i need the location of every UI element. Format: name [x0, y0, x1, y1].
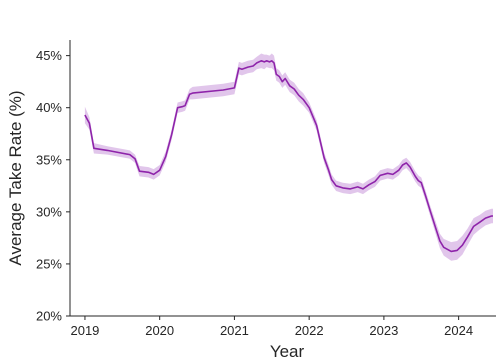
- x-tick-label: 2021: [220, 323, 249, 338]
- plot-area: [84, 53, 494, 261]
- y-tick-label: 40%: [36, 100, 62, 115]
- series-line: [84, 60, 493, 253]
- y-tick-label: 25%: [36, 256, 62, 271]
- x-axis-ticks: 2019 2020 2021 2022 2023 2024: [70, 316, 473, 338]
- y-tick-label: 35%: [36, 152, 62, 167]
- confidence-band: [84, 53, 494, 261]
- x-tick-label: 2023: [369, 323, 398, 338]
- x-axis-title: Year: [270, 342, 305, 361]
- x-tick-label: 2022: [295, 323, 324, 338]
- y-axis-title: Average Take Rate (%): [6, 90, 25, 265]
- y-axis-ticks: 20% 25% 30% 35% 40% 45%: [36, 48, 70, 324]
- x-tick-label: 2024: [444, 323, 473, 338]
- x-tick-label: 2020: [145, 323, 174, 338]
- y-tick-label: 20%: [36, 309, 62, 324]
- y-tick-label: 45%: [36, 48, 62, 63]
- x-tick-label: 2019: [70, 323, 99, 338]
- y-tick-label: 30%: [36, 204, 62, 219]
